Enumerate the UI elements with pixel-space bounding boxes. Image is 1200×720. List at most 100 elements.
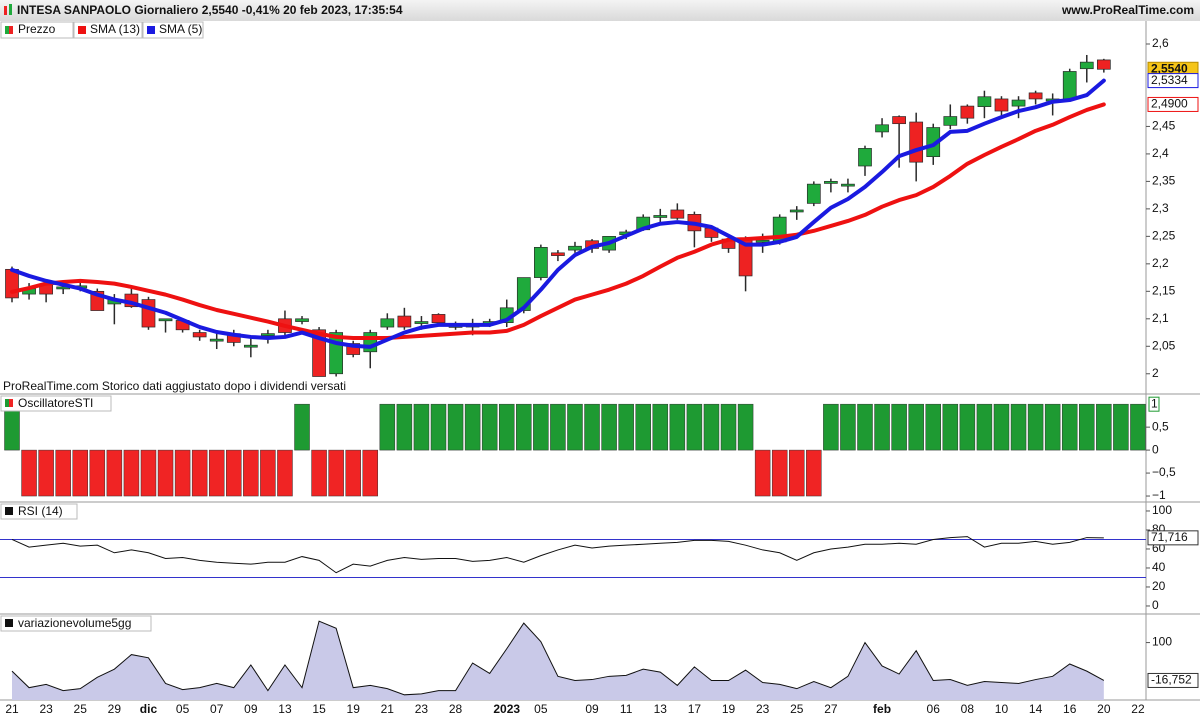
oscillator-bar xyxy=(720,403,737,451)
oscillator-bar xyxy=(703,403,720,451)
oscillator-bar xyxy=(652,403,669,451)
x-tick-label: 13 xyxy=(278,702,292,716)
oscillator-bar xyxy=(874,403,890,451)
oscillator-bar xyxy=(959,403,976,451)
candle-body xyxy=(755,239,770,243)
x-tick-label: 17 xyxy=(688,702,702,716)
panel-title-box[interactable] xyxy=(0,503,78,520)
oscillator-bar xyxy=(942,403,959,451)
x-tick-label: feb xyxy=(873,702,891,716)
oscillator-bar xyxy=(174,449,191,497)
y-tick-label: 0,5 xyxy=(1152,419,1169,433)
oscillator-bar xyxy=(891,403,907,451)
oscillator-bar xyxy=(567,403,583,451)
candle-body xyxy=(1096,59,1111,70)
oscillator-bar xyxy=(379,403,396,451)
legend-box[interactable] xyxy=(0,21,74,39)
oscillator-bar xyxy=(208,449,225,497)
panel-title: variazionevolume5gg xyxy=(18,616,131,630)
header-icon xyxy=(4,6,7,15)
panel-title: RSI (14) xyxy=(18,504,63,518)
candle-body xyxy=(346,343,361,355)
oscillator-bar xyxy=(533,403,549,451)
oscillator-bar xyxy=(635,403,651,451)
oscillator-bar xyxy=(618,403,634,451)
legend-box[interactable] xyxy=(142,21,204,39)
y-tick-label: −1 xyxy=(1152,488,1166,502)
x-tick-label: 19 xyxy=(347,702,361,716)
x-tick-label: 11 xyxy=(620,702,633,716)
y-tick-label: 2,6 xyxy=(1152,36,1169,50)
x-tick-label: 07 xyxy=(210,702,224,716)
oscillator-bar xyxy=(396,403,413,451)
y-tick-label: 0 xyxy=(1152,442,1159,456)
y-tick-label: 40 xyxy=(1152,560,1166,574)
x-tick-label: 13 xyxy=(654,702,668,716)
panel-icon xyxy=(5,399,9,407)
oscillator-bar xyxy=(754,449,771,497)
x-tick-label: 06 xyxy=(927,702,941,716)
oscillator-bar xyxy=(481,403,498,451)
x-tick-label: 29 xyxy=(108,702,122,716)
x-tick-label: 10 xyxy=(995,702,1009,716)
oscillator-bar xyxy=(464,403,481,451)
header-site[interactable]: www.ProRealTime.com xyxy=(1061,3,1194,17)
oscillator-bar xyxy=(908,403,924,451)
candle-body xyxy=(858,148,872,167)
panel-icon xyxy=(5,507,13,515)
value-tag: 71,716 xyxy=(1151,530,1188,544)
oscillator-bar xyxy=(430,403,447,451)
panel-icon xyxy=(9,399,13,407)
candle-body xyxy=(141,299,156,328)
plot-layer: 2 2,05 2,1 2,15 2,2 2,25 2,3 2,35 2,4 2,45 2,6 2,55… xyxy=(0,36,1199,716)
panel-title-box[interactable] xyxy=(0,395,112,412)
oscillator-bar xyxy=(191,449,208,497)
oscillator-bar xyxy=(345,449,361,497)
x-tick-label: 2023 xyxy=(493,702,520,716)
legend-swatch xyxy=(5,26,9,34)
oscillator-bar xyxy=(21,449,37,497)
oscillator-bar xyxy=(38,449,54,497)
oscillator-bar xyxy=(601,403,617,451)
oscillator-bar xyxy=(1061,403,1078,451)
y-tick-label: −0,5 xyxy=(1152,465,1176,479)
y-tick-label: 2,05 xyxy=(1152,338,1176,352)
candle-body xyxy=(824,181,838,184)
candle-body xyxy=(994,98,1009,112)
oscillator-bar xyxy=(157,449,174,497)
legend-swatch xyxy=(9,26,13,34)
y-tick-label: 2,25 xyxy=(1152,229,1176,243)
x-tick-label: 20 xyxy=(1097,702,1111,716)
oscillator-bar xyxy=(550,403,566,451)
oscillator-bar xyxy=(1113,403,1129,451)
candle-body xyxy=(551,252,565,256)
candle-body xyxy=(1028,92,1043,100)
y-tick-label: 100 xyxy=(1152,635,1172,649)
oscillator-bar xyxy=(260,449,276,497)
oscillator-bar xyxy=(362,449,379,497)
legend-box[interactable] xyxy=(73,21,143,39)
candle-body xyxy=(977,96,992,107)
oscillator-bar xyxy=(106,449,123,497)
candle-body xyxy=(431,314,446,323)
x-tick-label: 05 xyxy=(176,702,190,716)
legend: Prezzo SMA (13) SMA (5) xyxy=(0,21,204,39)
value-tag: -16,752 xyxy=(1151,673,1192,687)
candle-body xyxy=(568,245,582,251)
y-tick-label: 100 xyxy=(1152,503,1172,517)
oscillator-bar xyxy=(447,403,464,451)
oscillator-bar xyxy=(584,403,600,451)
y-tick-label: 2,4 xyxy=(1152,146,1169,160)
x-tick-label: 27 xyxy=(824,702,838,716)
x-tick-label: 09 xyxy=(244,702,258,716)
y-tick-label: 2,2 xyxy=(1152,256,1169,270)
y-tick-label: 0 xyxy=(1152,598,1159,612)
header-bar xyxy=(0,0,1200,21)
oscillator-bar xyxy=(226,449,242,497)
candle-body xyxy=(653,215,668,218)
oscillator-bar xyxy=(669,403,686,451)
candle-body xyxy=(841,183,855,187)
panel-title-box[interactable] xyxy=(0,615,152,632)
candle-body xyxy=(1062,71,1077,100)
